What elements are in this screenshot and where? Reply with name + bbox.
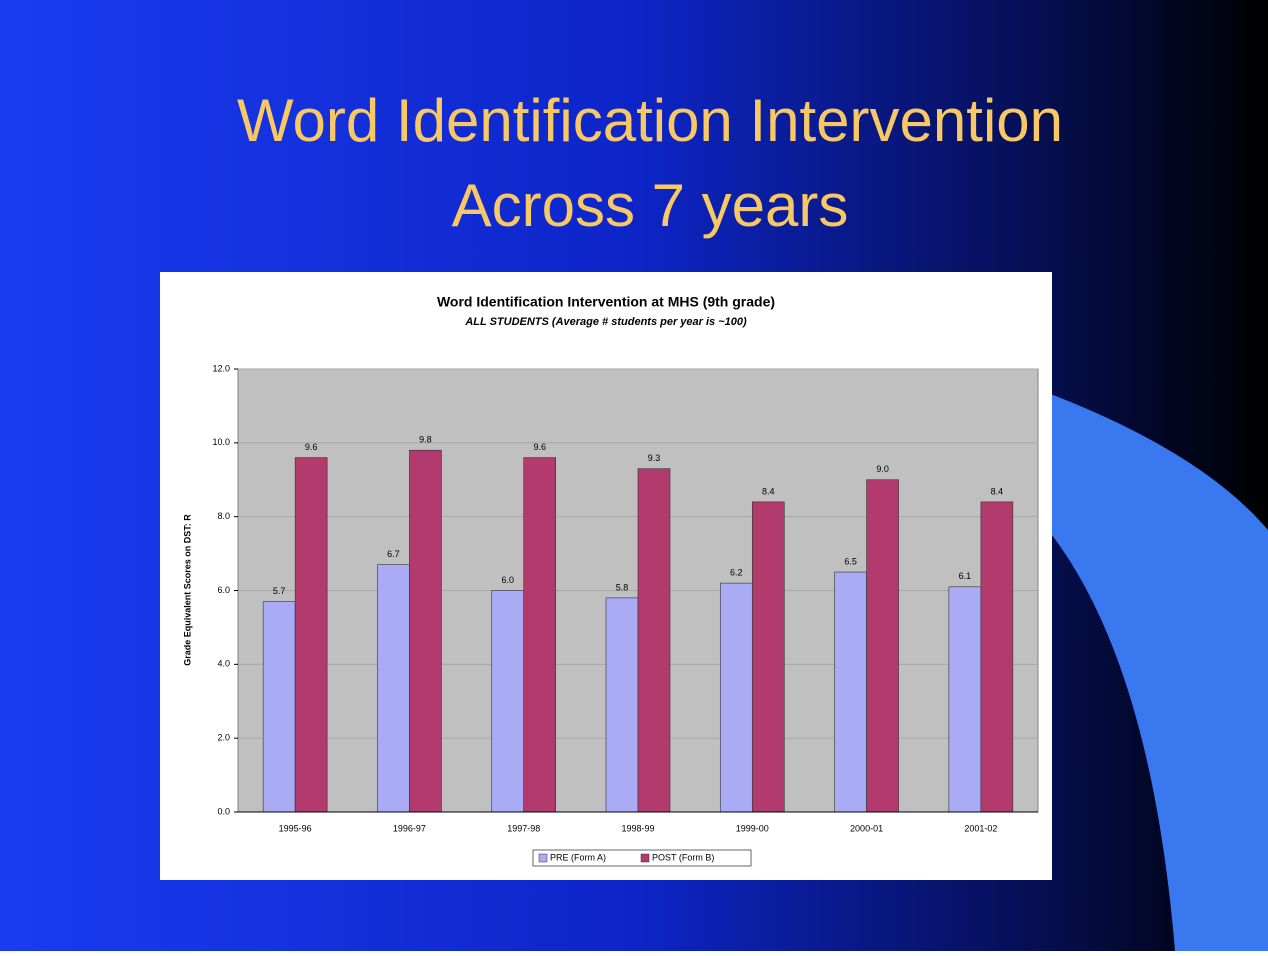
value-label: 6.2 bbox=[730, 567, 743, 577]
y-tick-label: 6.0 bbox=[217, 585, 230, 595]
x-tick-label: 1995-96 bbox=[279, 823, 312, 833]
decor-curve bbox=[1040, 390, 1268, 951]
value-label: 6.0 bbox=[501, 575, 514, 585]
value-label: 8.4 bbox=[991, 486, 1004, 496]
bar bbox=[377, 564, 410, 813]
bar bbox=[980, 501, 1014, 813]
y-tick-label: 10.0 bbox=[212, 437, 230, 447]
slide-title: Word Identification Intervention bbox=[237, 87, 1063, 154]
value-label: 9.3 bbox=[648, 453, 661, 463]
bar bbox=[294, 457, 328, 813]
bar bbox=[491, 590, 525, 813]
bar bbox=[719, 582, 753, 813]
value-label: 6.1 bbox=[959, 571, 972, 581]
value-label: 9.0 bbox=[876, 464, 889, 474]
y-axis-label: Grade Equivalent Scores on DST: R bbox=[182, 514, 192, 666]
value-label: 9.8 bbox=[419, 435, 432, 445]
legend-label: PRE (Form A) bbox=[550, 852, 606, 862]
legend-swatch bbox=[538, 853, 548, 863]
x-tick-label: 1998-99 bbox=[621, 823, 654, 833]
chart-subtitle: ALL STUDENTS (Average # students per yea… bbox=[464, 316, 747, 328]
chart-title: Word Identification Intervention at MHS … bbox=[437, 294, 775, 310]
value-label: 9.6 bbox=[533, 442, 546, 452]
bar bbox=[409, 449, 442, 813]
value-label: 9.6 bbox=[305, 442, 318, 452]
y-tick-label: 4.0 bbox=[217, 659, 230, 669]
x-tick-label: 1997-98 bbox=[507, 823, 540, 833]
bar bbox=[948, 586, 982, 813]
bar bbox=[834, 571, 867, 813]
x-tick-label: 1996-97 bbox=[393, 823, 426, 833]
x-tick-label: 2001-02 bbox=[964, 823, 997, 833]
value-label: 6.7 bbox=[387, 549, 400, 559]
bar bbox=[605, 597, 639, 813]
bar bbox=[866, 479, 899, 813]
value-label: 6.5 bbox=[844, 556, 857, 566]
y-tick-label: 12.0 bbox=[212, 363, 230, 373]
y-tick-label: 8.0 bbox=[217, 511, 230, 521]
y-tick-label: 0.0 bbox=[217, 806, 230, 816]
x-tick-label: 2000-01 bbox=[850, 823, 883, 833]
legend-label: POST (Form B) bbox=[652, 852, 714, 862]
bar bbox=[262, 601, 296, 813]
bar bbox=[523, 457, 557, 813]
bar bbox=[637, 468, 671, 813]
slide-title: Across 7 years bbox=[452, 172, 849, 239]
x-tick-label: 1999-00 bbox=[736, 823, 769, 833]
y-tick-label: 2.0 bbox=[217, 733, 230, 743]
bar bbox=[751, 501, 785, 813]
value-label: 5.8 bbox=[616, 582, 629, 592]
value-label: 5.7 bbox=[273, 586, 286, 596]
value-label: 8.4 bbox=[762, 486, 775, 496]
legend-swatch bbox=[640, 853, 650, 863]
